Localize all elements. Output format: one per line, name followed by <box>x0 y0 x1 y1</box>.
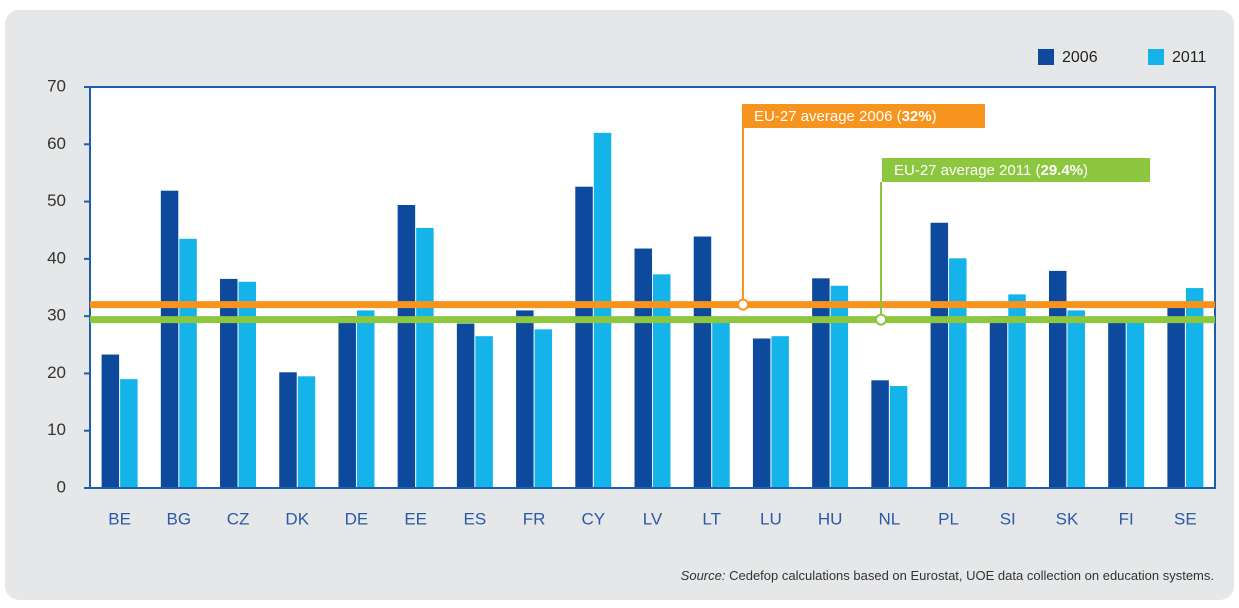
x-tick-label: LV <box>643 509 663 528</box>
x-tick-label: SK <box>1056 509 1079 528</box>
source-note: Source: Cedefop calculations based on Eu… <box>681 568 1214 583</box>
callout-box <box>742 104 985 128</box>
bar <box>593 132 612 489</box>
x-tick-label: NL <box>878 509 900 528</box>
bar <box>101 354 120 488</box>
callout-text-end: ) <box>932 108 937 125</box>
y-tick-label: 50 <box>47 191 66 210</box>
callout-text-end: ) <box>1083 162 1088 179</box>
bar <box>297 376 316 488</box>
bar <box>653 274 671 488</box>
x-tick-label: HU <box>818 509 843 528</box>
x-tick-label: DK <box>285 509 309 528</box>
callout-value: 32% <box>902 108 932 125</box>
bar <box>279 372 297 488</box>
plot-area <box>90 87 1215 488</box>
bar <box>989 316 1008 488</box>
x-tick-label: ES <box>464 509 487 528</box>
bar <box>1008 294 1026 488</box>
bar <box>534 329 553 488</box>
y-tick-label: 20 <box>47 363 66 382</box>
bar <box>1185 288 1204 488</box>
bar <box>238 281 257 488</box>
y-tick-label: 10 <box>47 420 66 439</box>
bar <box>830 285 849 488</box>
legend-label: 2011 <box>1172 49 1207 66</box>
bar <box>456 323 475 488</box>
callout-text: EU-27 average 2011 ( <box>894 162 1040 179</box>
y-tick-label: 30 <box>47 306 66 325</box>
x-tick-label: FI <box>1119 509 1134 528</box>
callout-label: EU-27 average 2011 (29.4%) <box>894 162 1088 179</box>
bar <box>120 379 138 488</box>
legend-label: 2006 <box>1062 49 1098 66</box>
x-tick-label: SE <box>1174 509 1197 528</box>
bar <box>1108 323 1126 488</box>
bar <box>575 186 593 489</box>
x-tick-label: CZ <box>227 509 250 528</box>
callout-value: 29.4% <box>1040 162 1083 179</box>
source-label: Source: <box>681 568 726 583</box>
source-text: Cedefop calculations based on Eurostat, … <box>725 568 1214 583</box>
bar <box>220 278 238 488</box>
y-tick-label: 40 <box>47 248 66 267</box>
bar <box>1126 323 1145 488</box>
bar <box>516 310 534 488</box>
bar <box>812 278 830 488</box>
bar <box>949 258 967 488</box>
bar <box>771 336 789 488</box>
bar <box>712 323 730 488</box>
bar <box>930 222 949 488</box>
bar <box>160 190 179 489</box>
bar <box>693 236 712 488</box>
x-tick-label: DE <box>345 509 369 528</box>
x-tick-label: PL <box>938 509 959 528</box>
x-tick-label: BE <box>108 509 131 528</box>
x-tick-label: CY <box>581 509 605 528</box>
callout-dot <box>737 298 749 311</box>
bar <box>634 248 652 488</box>
callout-text: EU-27 average 2006 ( <box>754 108 902 125</box>
legend-swatch <box>1038 49 1054 65</box>
bar <box>416 227 434 488</box>
bar <box>179 238 197 488</box>
bar <box>889 386 908 488</box>
bar <box>475 336 493 488</box>
bar <box>338 316 356 488</box>
x-tick-label: LT <box>702 509 721 528</box>
x-tick-label: SI <box>1000 509 1016 528</box>
x-tick-label: EE <box>404 509 427 528</box>
bar <box>871 380 889 488</box>
bar <box>356 310 375 488</box>
x-tick-label: BG <box>167 509 192 528</box>
x-tick-label: LU <box>760 509 782 528</box>
bar <box>1067 310 1085 488</box>
bar <box>1048 270 1067 488</box>
bar <box>752 338 771 488</box>
bar <box>1167 303 1185 488</box>
y-tick-label: 60 <box>47 134 66 153</box>
x-tick-label: FR <box>523 509 546 528</box>
plot-border <box>89 86 1216 489</box>
callout-dot <box>875 313 887 326</box>
y-tick-label: 70 <box>47 76 66 95</box>
y-tick-label: 0 <box>57 477 66 496</box>
bar <box>397 205 416 488</box>
callout-box <box>882 158 1150 182</box>
legend-swatch <box>1148 49 1164 65</box>
callout-label: EU-27 average 2006 (32%) <box>754 108 937 125</box>
